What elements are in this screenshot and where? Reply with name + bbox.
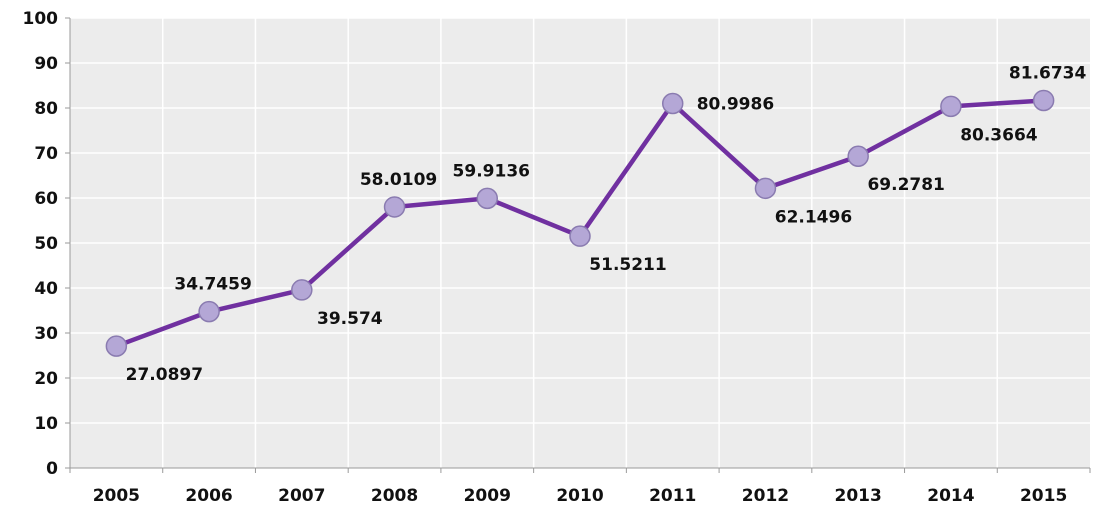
data-point — [940, 95, 962, 118]
data-label: 80.9986 — [697, 95, 774, 115]
y-tick-label: 40 — [34, 279, 58, 299]
data-point — [291, 279, 313, 301]
x-tick-label: 2015 — [1020, 486, 1067, 506]
axes — [65, 17, 1091, 473]
x-tick-label: 2011 — [649, 486, 696, 506]
data-label: 39.574 — [317, 309, 383, 329]
data-label: 59.9136 — [453, 161, 530, 181]
data-point — [569, 225, 591, 247]
data-point — [476, 187, 499, 210]
x-tick-label: 2014 — [927, 486, 974, 506]
y-tick-label: 80 — [34, 99, 58, 119]
data-label: 58.0109 — [360, 170, 437, 190]
y-tick-label: 10 — [34, 414, 58, 434]
x-tick-label: 2009 — [464, 486, 511, 506]
data-label: 27.0897 — [126, 365, 203, 385]
data-point — [198, 300, 220, 323]
x-axis-tick-labels: 2005 2006 2007 2008 2009 2010 2011 2012 2013 2014… — [93, 486, 1068, 506]
data-label: 34.7459 — [174, 275, 251, 295]
data-point — [1032, 89, 1055, 112]
data-series — [105, 89, 1055, 357]
data-label: 51.5211 — [589, 255, 666, 275]
data-point — [105, 335, 128, 357]
x-tick-label: 2012 — [742, 486, 789, 506]
data-label: 69.2781 — [867, 175, 944, 195]
data-label: 80.3664 — [960, 125, 1038, 145]
data-point — [754, 177, 777, 200]
y-tick-label: 20 — [34, 369, 58, 389]
data-labels: 27.0897 34.7459 39.574 58.0109 59.9136 51.521… — [126, 63, 1087, 385]
y-tick-label: 70 — [34, 144, 58, 164]
data-label: 81.6734 — [1009, 63, 1087, 83]
x-tick-label: 2007 — [278, 486, 325, 506]
data-point — [847, 145, 869, 167]
y-tick-label: 60 — [34, 189, 58, 209]
y-tick-label: 90 — [34, 54, 58, 74]
x-tick-label: 2013 — [835, 486, 882, 506]
y-axis-tick-labels: 0 10 20 30 40 50 60 70 80 90 100 — [23, 9, 59, 479]
data-point — [661, 92, 684, 115]
y-tick-label: 30 — [34, 324, 58, 344]
data-label: 62.1496 — [775, 207, 852, 227]
x-tick-label: 2010 — [556, 486, 603, 506]
y-tick-label: 100 — [23, 9, 59, 29]
y-tick-label: 50 — [34, 234, 58, 254]
x-tick-label: 2008 — [371, 486, 418, 506]
x-tick-label: 2006 — [185, 486, 232, 506]
x-tick-label: 2005 — [93, 486, 140, 506]
data-point — [383, 196, 406, 218]
y-tick-label: 0 — [46, 459, 58, 479]
